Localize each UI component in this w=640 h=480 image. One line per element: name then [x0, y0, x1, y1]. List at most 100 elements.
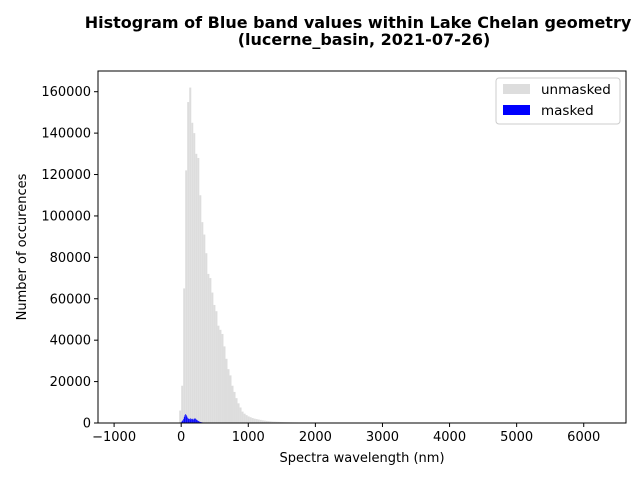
histogram-bar-masked [185, 414, 187, 423]
histogram-bar-unmasked [205, 253, 208, 423]
histogram-bar-unmasked [251, 418, 254, 423]
histogram-bar-unmasked [263, 420, 266, 423]
histogram-bar-unmasked [213, 304, 216, 423]
legend-swatch-masked [503, 105, 530, 115]
histogram-bar-unmasked [265, 420, 268, 423]
histogram-bar-unmasked [275, 421, 278, 423]
histogram-bar-unmasked [221, 333, 224, 423]
histogram-bar-unmasked [209, 278, 212, 423]
histogram-bar-masked [199, 421, 200, 423]
histogram-bar-unmasked [207, 273, 210, 423]
histogram-bar-unmasked [225, 358, 228, 423]
histogram-bar-masked [196, 419, 198, 423]
plot-area-frame [97, 70, 627, 424]
histogram-bar-unmasked [233, 391, 236, 423]
histogram-bar-unmasked [243, 413, 246, 423]
histogram-bar-unmasked [193, 133, 196, 423]
histogram-bar-unmasked [219, 329, 222, 423]
histogram-bar-unmasked [189, 87, 192, 423]
histogram-bar-unmasked [271, 421, 274, 423]
histogram-bar-unmasked [185, 170, 188, 423]
histogram-bar-unmasked [267, 421, 270, 423]
x-tick-label: 3000 [366, 430, 399, 445]
histogram-bar-unmasked [231, 385, 234, 423]
histogram-bar-masked [189, 419, 190, 423]
histogram-bar-masked [191, 419, 193, 423]
y-tick-label: 120000 [41, 168, 91, 183]
y-axis-ticks: 0 20000 40000 60000 80000 100000 120000 140000 1… [41, 85, 98, 432]
histogram-bar-masked [193, 419, 195, 423]
histogram-bar-unmasked [255, 419, 258, 423]
x-tick-label: 4000 [433, 430, 466, 445]
histogram-bar-unmasked [215, 311, 218, 423]
histogram-bar-unmasked [245, 415, 248, 423]
series-unmasked-bars [179, 87, 321, 423]
histogram-bar-masked [197, 420, 198, 423]
histogram-bar-masked [197, 420, 199, 423]
histogram-bar-unmasked [223, 346, 226, 423]
y-tick-label: 20000 [50, 375, 91, 390]
x-axis-label: Spectra wavelength (nm) [279, 451, 444, 466]
histogram-bar-unmasked [203, 234, 206, 423]
histogram-bar-unmasked [179, 410, 182, 423]
histogram-bar-unmasked [237, 403, 240, 423]
histogram-bar-unmasked [199, 195, 202, 423]
histogram-bar-masked [183, 418, 184, 423]
histogram-bar-masked [181, 421, 183, 423]
y-axis-label: Number of occurences [15, 173, 30, 320]
y-tick-label: 40000 [50, 334, 91, 349]
histogram-bar-unmasked [197, 157, 200, 423]
histogram-bar-masked [191, 418, 192, 423]
y-tick-label: 140000 [41, 127, 91, 142]
histogram-bar-masked [186, 416, 188, 423]
histogram-bar-unmasked [239, 407, 242, 423]
histogram-bar-masked [181, 421, 182, 423]
histogram-bar-unmasked [261, 420, 264, 423]
histogram-bar-unmasked [253, 418, 256, 423]
y-tick-label: 60000 [50, 292, 91, 307]
histogram-bar-unmasked [227, 369, 230, 423]
histogram-bar-unmasked [229, 375, 232, 423]
histogram-bar-unmasked [249, 417, 252, 423]
histogram-bar-unmasked [241, 411, 244, 423]
histogram-bar-masked [194, 418, 196, 423]
x-tick-label: 5000 [500, 430, 533, 445]
histogram-bar-unmasked [247, 416, 250, 423]
histogram-bar-unmasked [211, 292, 214, 423]
histogram-bar-unmasked [183, 288, 186, 423]
histogram-bar-unmasked [217, 325, 220, 423]
x-tick-label: −1000 [92, 430, 136, 445]
histogram-bar-masked [192, 418, 194, 423]
histogram-bar-unmasked [235, 398, 238, 423]
x-tick-label: 1000 [232, 430, 265, 445]
histogram-bar-unmasked [259, 419, 262, 423]
histogram-bar-masked [189, 418, 191, 423]
legend-swatch-unmasked [503, 84, 530, 94]
histogram-bar-masked [187, 417, 188, 423]
x-axis-ticks: −1000 0 1000 2000 3000 4000 5000 6000 [92, 423, 600, 445]
histogram-bar-unmasked [187, 102, 190, 423]
histogram-bar-masked [193, 419, 194, 423]
histogram-bar-masked [195, 419, 197, 423]
histogram-bar-unmasked [257, 419, 260, 423]
histogram-bar-unmasked [269, 421, 272, 423]
histogram-bar-unmasked [181, 385, 184, 423]
histogram-bar-masked [199, 421, 201, 423]
histogram-bar-masked [187, 418, 189, 423]
histogram-bar-masked [185, 414, 186, 423]
histogram-bar-unmasked [277, 421, 280, 423]
histogram-bar-unmasked [191, 122, 194, 423]
histogram-bar-masked [188, 418, 190, 423]
histogram-bar-masked [184, 415, 186, 423]
legend: unmasked masked [495, 77, 621, 125]
histogram-bar-masked [190, 419, 192, 423]
histogram-bar-unmasked [195, 153, 198, 423]
histogram-bar-masked [195, 418, 196, 423]
histogram-bar-masked [183, 416, 185, 423]
histogram-bar-unmasked [279, 421, 282, 423]
x-tick-label: 6000 [567, 430, 600, 445]
y-tick-label: 80000 [50, 251, 91, 266]
y-tick-label: 0 [83, 417, 91, 432]
